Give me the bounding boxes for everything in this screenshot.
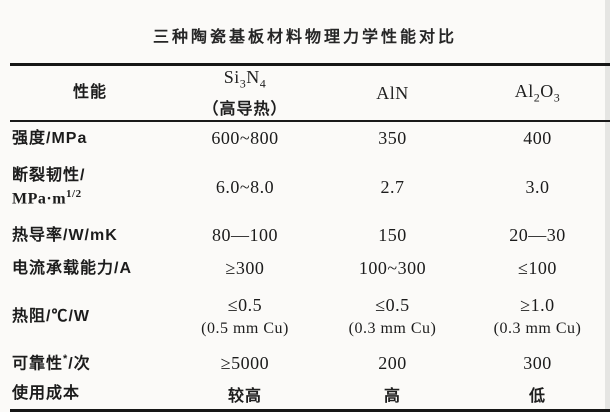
reliability-footnote-mark: * [63, 352, 69, 365]
table-row-thermal-resistance: 热阻/℃/W ≤0.5 (0.5 mm Cu) ≤0.5 (0.3 mm Cu)… [10, 285, 610, 348]
row-label-reliability: 可靠性*/次 [12, 352, 91, 373]
strength-aln: 350 [378, 128, 407, 148]
current-si3n4: ≥300 [225, 258, 265, 278]
header-si3n4: Si3N4 （高导热） [170, 67, 320, 119]
table-header-row: 性能 Si3N4 （高导热） AlN Al2O3 [10, 66, 610, 122]
row-label-current-capacity: 电流承载能力/A [12, 259, 133, 277]
cost-aln: 高 [383, 388, 401, 405]
fracture-toughness-label-line2: MPa·m1/2 [12, 187, 82, 208]
row-label-fracture-toughness: 断裂韧性/ MPa·m1/2 [10, 164, 170, 211]
resistance-al2o3-note: (0.3 mm Cu) [493, 320, 582, 337]
toughness-aln: 2.7 [380, 176, 405, 197]
row-label-thermal-conductivity: 热导率/W/mK [12, 226, 118, 244]
resistance-si3n4-note: (0.5 mm Cu) [201, 320, 289, 337]
ceramic-substrate-comparison-table: 性能 Si3N4 （高导热） AlN Al2O3 强度/MPa 600~800 … [10, 63, 610, 412]
resistance-al2o3: ≥1.0 (0.3 mm Cu) [465, 295, 610, 338]
header-al2o3: Al2O3 [514, 80, 561, 105]
toughness-al2o3: 3.0 [525, 176, 550, 197]
current-aln: 100~300 [358, 258, 427, 278]
scan-edge-shading [605, 0, 610, 411]
resistance-aln-value: ≤0.5 [375, 295, 410, 315]
reliability-al2o3: 300 [523, 353, 552, 373]
conductivity-al2o3: 20—30 [509, 225, 566, 245]
cost-si3n4: 较高 [227, 388, 262, 405]
resistance-al2o3-value: ≥1.0 [520, 295, 555, 315]
row-label-strength: 强度/MPa [12, 129, 88, 147]
row-label-thermal-resistance: 热阻/℃/W [12, 307, 90, 325]
fracture-toughness-label-line1: 断裂韧性/ [12, 166, 86, 184]
resistance-aln: ≤0.5 (0.3 mm Cu) [320, 295, 465, 338]
table-row-strength: 强度/MPa 600~800 350 400 [10, 122, 610, 155]
si3n4-formula: Si3N4 [223, 67, 267, 91]
current-al2o3: ≤100 [518, 258, 557, 278]
table-row-cost: 使用成本 较高 高 低 [10, 379, 610, 409]
reliability-si3n4: ≥5000 [220, 353, 270, 373]
strength-si3n4: 600~800 [211, 128, 279, 148]
resistance-si3n4: ≤0.5 (0.5 mm Cu) [170, 295, 320, 338]
header-aln: AlN [376, 82, 409, 103]
table-row-fracture-toughness: 断裂韧性/ MPa·m1/2 6.0~8.0 2.7 3.0 [10, 155, 610, 219]
conductivity-aln: 150 [378, 225, 407, 245]
strength-al2o3: 400 [523, 128, 552, 148]
cost-al2o3: 低 [528, 388, 546, 405]
reliability-aln: 200 [378, 353, 407, 373]
toughness-si3n4: 6.0~8.0 [215, 176, 275, 197]
row-label-cost: 使用成本 [12, 385, 81, 403]
resistance-aln-note: (0.3 mm Cu) [348, 320, 437, 337]
table-row-current-capacity: 电流承载能力/A ≥300 100~300 ≤100 [10, 252, 610, 285]
conductivity-si3n4: 80—100 [212, 225, 278, 245]
table-row-thermal-conductivity: 热导率/W/mK 80—100 150 20—30 [10, 219, 610, 252]
resistance-si3n4-value: ≤0.5 [227, 295, 263, 315]
table-title: 三种陶瓷基板材料物理力学性能对比 [152, 29, 457, 46]
header-property: 性能 [72, 84, 107, 102]
table-row-reliability: 可靠性*/次 ≥5000 200 300 [10, 348, 610, 379]
si3n4-high-conductivity-note: （高导热） [202, 100, 288, 118]
